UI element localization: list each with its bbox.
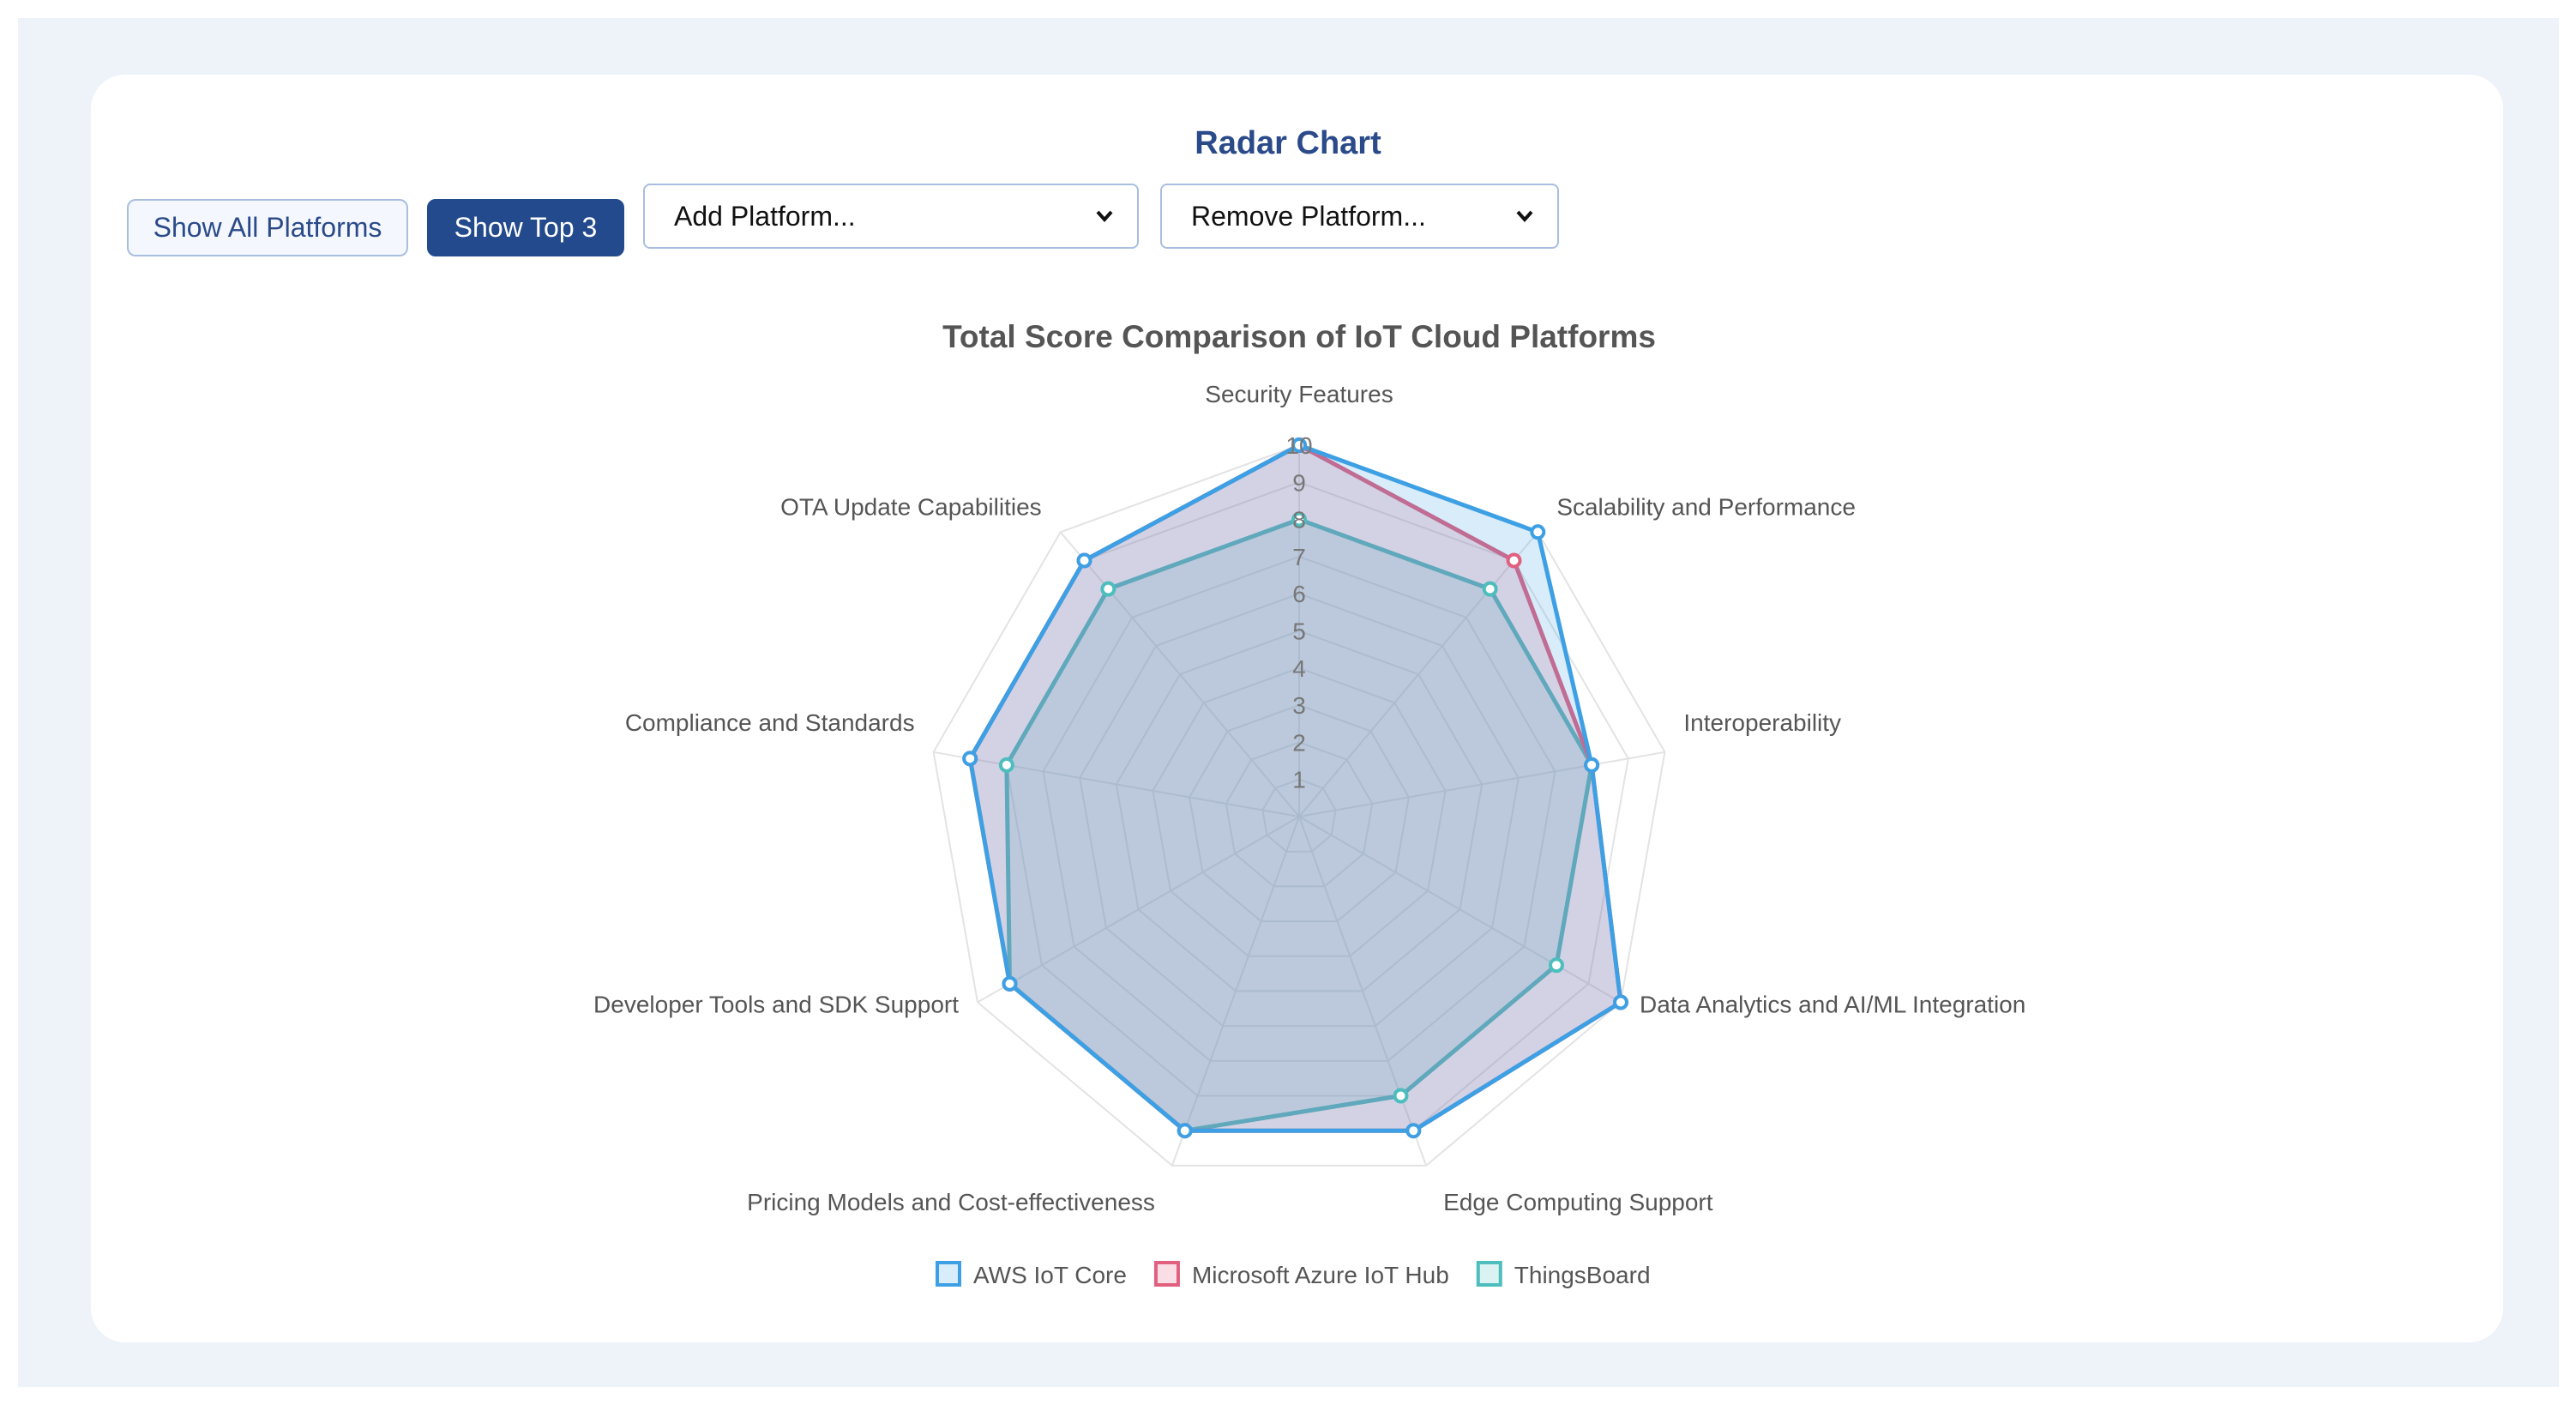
axis-label: Edge Computing Support <box>1443 1189 1713 1215</box>
data-point[interactable] <box>1291 511 1307 528</box>
chevron-down-icon <box>1516 210 1533 223</box>
grid-ring <box>932 443 1666 1167</box>
show-top-3-button[interactable]: Show Top 3 <box>427 199 624 256</box>
grid-spoke <box>933 751 1300 817</box>
radial-tick-label: 8 <box>1292 507 1306 534</box>
legend-swatch <box>1153 1261 1180 1287</box>
radial-tick-label: 4 <box>1292 655 1306 682</box>
legend-item[interactable]: Microsoft Azure IoT Hub <box>1153 1261 1449 1288</box>
data-point[interactable] <box>1482 581 1498 597</box>
grid-ring <box>1079 593 1520 1028</box>
radial-tick-label: 1 <box>1292 767 1306 793</box>
radial-tick-label: 5 <box>1292 618 1306 645</box>
grid-ring <box>1115 630 1484 992</box>
remove-platform-select-value: Remove Platform... <box>1191 200 1426 232</box>
legend-label: AWS IoT Core <box>973 1262 1127 1288</box>
grid-spoke <box>1171 816 1300 1167</box>
data-point[interactable] <box>1405 1123 1422 1139</box>
data-point[interactable] <box>1584 757 1600 773</box>
chart-title: Total Score Comparison of IoT Cloud Plat… <box>942 319 1656 354</box>
legend-swatch <box>936 1261 961 1287</box>
axis-label: Data Analytics and AI/ML Integration <box>1640 992 2025 1018</box>
data-point[interactable] <box>1100 581 1116 597</box>
data-point[interactable] <box>1530 524 1546 540</box>
radial-tick-label: 6 <box>1292 581 1306 607</box>
grid-spoke <box>1059 531 1300 817</box>
axis-label: Compliance and Standards <box>625 709 915 736</box>
grid-spoke <box>1298 816 1428 1167</box>
radial-tick-label: 2 <box>1292 729 1306 756</box>
radial-tick-label: 7 <box>1292 544 1306 570</box>
axis-label: Scalability and Performance <box>1556 493 1856 520</box>
grid-ring <box>1261 778 1337 853</box>
data-point[interactable] <box>1002 975 1018 992</box>
remove-platform-select[interactable]: Remove Platform... <box>1160 184 1559 249</box>
series-area-aws-iot-core <box>967 443 1623 1133</box>
page-title: Radar Chart <box>1195 125 1381 161</box>
data-point[interactable] <box>1076 552 1092 569</box>
legend-item[interactable]: AWS IoT Core <box>936 1261 1127 1288</box>
grid-ring <box>1042 555 1556 1062</box>
data-point[interactable] <box>1291 437 1307 453</box>
axis-label: OTA Update Capabilities <box>780 493 1042 520</box>
add-platform-select-value: Add Platform... <box>674 200 856 232</box>
legend-label: ThingsBoard <box>1514 1262 1651 1288</box>
chevron-down-icon <box>1096 210 1113 223</box>
grid-spoke <box>1298 531 1539 817</box>
radial-tick-label: 9 <box>1292 469 1306 496</box>
data-point[interactable] <box>1506 552 1522 569</box>
grid-spoke <box>1298 751 1665 817</box>
radial-tick-label: 10 <box>1285 432 1312 459</box>
legend-swatch <box>1476 1261 1502 1287</box>
data-point[interactable] <box>1393 1088 1409 1104</box>
axis-label: Pricing Models and Cost-effectiveness <box>747 1189 1155 1215</box>
data-point[interactable] <box>998 757 1014 773</box>
legend-item[interactable]: ThingsBoard <box>1476 1261 1651 1288</box>
radial-tick-label: 3 <box>1292 692 1306 719</box>
data-point[interactable] <box>1612 994 1628 1010</box>
legend-label: Microsoft Azure IoT Hub <box>1192 1262 1449 1288</box>
axis-label: Interoperability <box>1683 709 1841 736</box>
data-point[interactable] <box>962 751 978 767</box>
axis-label: Developer Tools and SDK Support <box>593 992 959 1018</box>
grid-ring <box>1152 666 1447 957</box>
data-point[interactable] <box>1548 957 1564 974</box>
add-platform-select[interactable]: Add Platform... <box>643 184 1139 249</box>
show-all-platforms-button[interactable]: Show All Platforms <box>127 199 408 256</box>
grid-ring <box>1189 704 1410 923</box>
axis-label: Security Features <box>1205 381 1393 407</box>
data-point[interactable] <box>1177 1123 1193 1139</box>
grid-ring <box>1225 741 1374 888</box>
grid-spoke <box>977 816 1300 1004</box>
series-area-thingsboard <box>1004 517 1594 1133</box>
grid-spoke <box>1298 816 1622 1004</box>
